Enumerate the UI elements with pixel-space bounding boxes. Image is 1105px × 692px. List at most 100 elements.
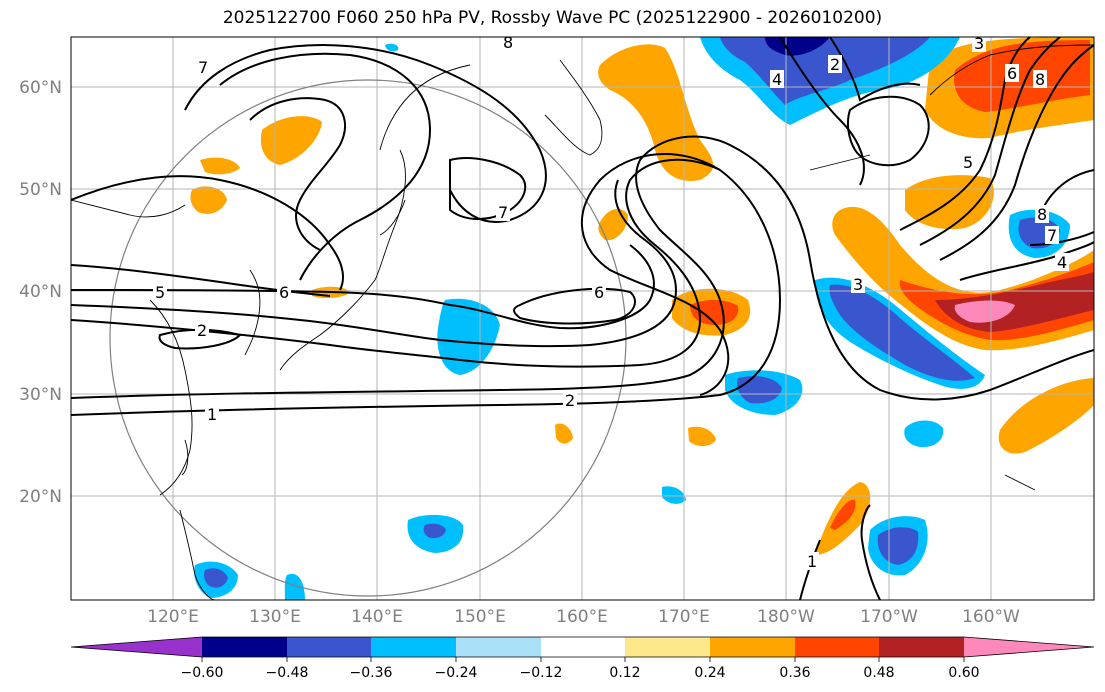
contour-label: 4	[1057, 253, 1067, 272]
contour-east-1	[779, 37, 865, 186]
contour-label-group: 8 7 2 4 3 6 8 5 7 8 7 4 5 6	[153, 33, 1069, 571]
latitude-labels: 60°N 50°N 40°N 30°N 20°N	[19, 78, 62, 507]
coastline-taiwan	[181, 439, 189, 476]
coastline-philippines	[179, 509, 216, 600]
negative-anomaly-165w	[904, 420, 944, 448]
contour-label: 7	[1047, 226, 1057, 245]
anomaly-shading	[190, 37, 1094, 600]
contour-east-closed	[846, 95, 930, 167]
contour-label: 8	[503, 33, 513, 52]
colorbar-tick-label: −0.60	[181, 665, 224, 681]
colorbar: −0.60 −0.48 −0.36 −0.24 −0.12 0.12 0.24 …	[70, 636, 1095, 681]
lon-label: 130°E	[249, 607, 301, 627]
negative-anomaly-south-core	[877, 527, 919, 565]
colorbar-segment	[456, 637, 541, 657]
graticule	[71, 37, 1094, 600]
contour-east-4	[919, 37, 1061, 246]
positive-anomaly-cp-max	[954, 300, 1015, 323]
coastline-hokkaido	[379, 199, 406, 236]
coastline-aleutians	[809, 154, 871, 171]
coastline-alaska	[929, 44, 1094, 96]
contour-3	[71, 158, 721, 368]
contour-label: 3	[853, 275, 863, 294]
contour-4	[71, 179, 677, 348]
longitude-labels: 120°E 130°E 140°E 150°E 160°E 170°E 180°…	[147, 607, 1020, 627]
lon-label: 120°E	[147, 607, 199, 627]
lon-label: 170°E	[658, 607, 710, 627]
contour-1	[71, 153, 782, 416]
positive-anomaly-small-1	[555, 423, 573, 444]
colorbar-segment	[710, 637, 795, 657]
colorbar-segment	[202, 637, 287, 657]
lat-label: 20°N	[19, 487, 62, 507]
contour-label: 6	[594, 283, 604, 302]
contour-label: 1	[807, 552, 817, 571]
lon-label: 160°E	[556, 607, 608, 627]
positive-anomaly-manchuria-2	[200, 157, 240, 175]
coastline-mongolia-border	[71, 199, 186, 218]
contour-label: 1	[207, 405, 217, 424]
contour-label: 8	[1037, 205, 1047, 224]
lat-label: 60°N	[19, 78, 62, 98]
negative-anomaly-small-central	[662, 486, 686, 504]
negative-anomaly-philippines-core	[204, 568, 228, 588]
colorbar-tick-label: −0.12	[520, 665, 563, 681]
contour-label: 6	[1007, 64, 1017, 83]
colorbar-tick-label: −0.48	[266, 665, 309, 681]
contour-label: 2	[830, 55, 840, 74]
coastline-china	[149, 299, 193, 496]
contour-label: 8	[1035, 70, 1045, 89]
positive-anomaly-korea-north	[260, 116, 322, 165]
coastline-kamchatka	[544, 59, 603, 156]
contour-label: 2	[565, 391, 575, 410]
lon-label: 160°W	[962, 607, 1020, 627]
coastlines	[71, 44, 1094, 600]
lon-label: 150°E	[454, 607, 506, 627]
contour-north-3	[71, 175, 344, 291]
contour-label: 4	[772, 70, 782, 89]
contour-label: 6	[279, 283, 289, 302]
colorbar-tick-label: 0.24	[694, 665, 725, 681]
contour-label: 7	[198, 58, 208, 77]
coastline-okhotsk	[379, 64, 471, 151]
negative-anomaly-178e-core	[737, 376, 782, 404]
colorbar-tick-label: 0.12	[609, 665, 640, 681]
pv-contours	[71, 37, 1094, 600]
lon-label: 140°E	[351, 607, 403, 627]
positive-anomaly-ne-core	[954, 40, 1090, 112]
contour-label: 2	[197, 321, 207, 340]
contour-east-3	[899, 37, 1031, 231]
colorbar-segment	[541, 637, 625, 657]
contour-north-4	[249, 97, 346, 251]
colorbar-tick-label: 0.48	[863, 665, 894, 681]
lat-label: 30°N	[19, 385, 62, 405]
positive-anomaly-south-core	[830, 499, 856, 530]
lon-label: 180°W	[757, 607, 815, 627]
coastline-korea	[244, 269, 261, 356]
contour-east-8	[1029, 231, 1094, 246]
colorbar-segment	[371, 637, 456, 657]
contour-label: 5	[963, 153, 973, 172]
colorbar-segment	[625, 637, 710, 657]
colorbar-segment	[287, 637, 371, 657]
contour-label: 5	[155, 283, 165, 302]
contour-north-1	[219, 52, 432, 281]
colorbar-tick-label: 0.36	[779, 665, 810, 681]
coastline-hawaii	[1004, 474, 1036, 491]
positive-anomaly-small-3	[598, 208, 628, 241]
colorbar-segment	[879, 637, 964, 657]
positive-anomaly-small-2	[688, 426, 716, 447]
map-title: 2025122700 F060 250 hPa PV, Rossby Wave …	[222, 8, 883, 28]
negative-anomaly-aleutian-max	[765, 37, 830, 56]
negative-anomaly-central-core	[829, 284, 975, 381]
colorbar-segment	[795, 637, 879, 657]
negative-anomaly-150e	[437, 298, 500, 375]
colorbar-tick-label: −0.36	[350, 665, 393, 681]
contour-6	[71, 264, 331, 297]
contour-north-closed	[449, 157, 527, 220]
contour-5	[71, 244, 655, 330]
positive-anomaly-se	[998, 378, 1094, 454]
colorbar-extend-low	[71, 637, 202, 657]
positive-anomaly-manchuria	[190, 186, 227, 214]
